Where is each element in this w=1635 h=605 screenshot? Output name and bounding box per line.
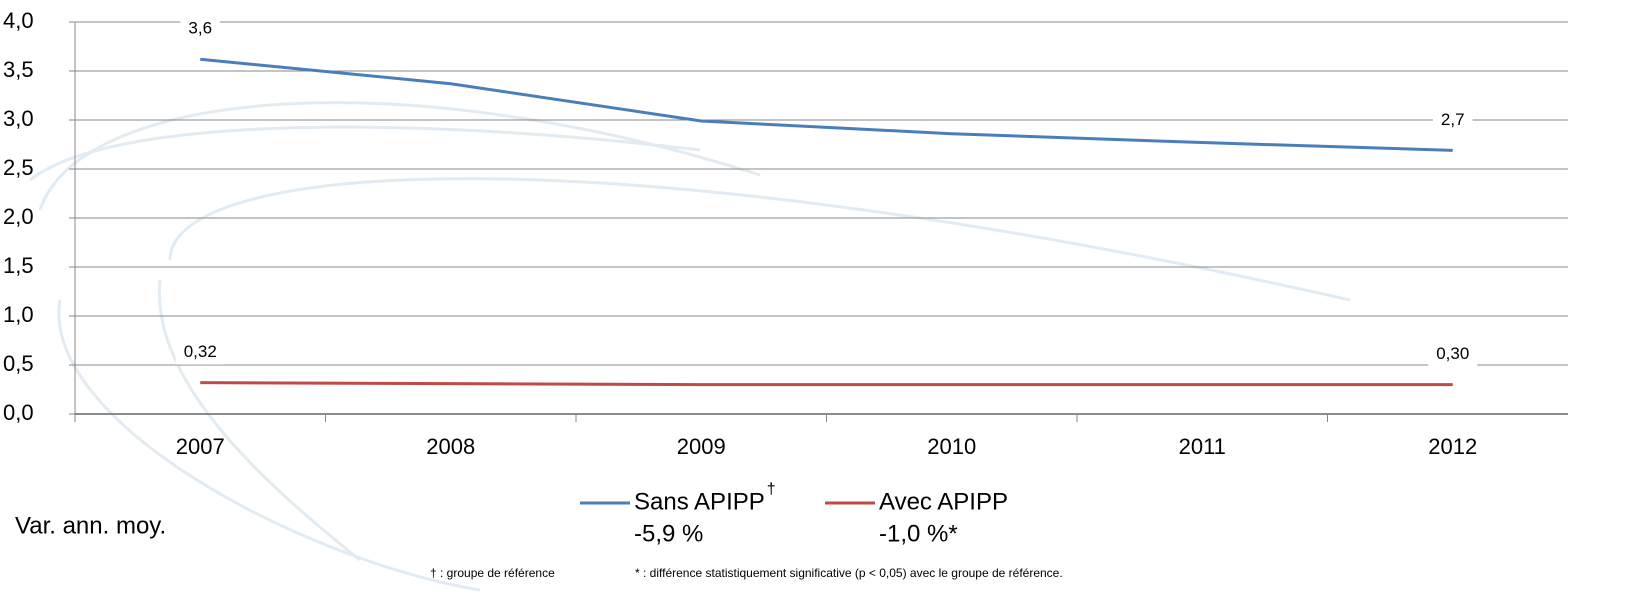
x-tick-label: 2008 (426, 434, 475, 459)
data-label: 2,7 (1441, 110, 1465, 129)
x-tick-label: 2009 (677, 434, 726, 459)
background-swirl (29, 101, 1351, 592)
data-label-bg (175, 340, 225, 365)
footnote: † : groupe de référence (430, 566, 555, 580)
y-tick-label: 1,5 (3, 253, 34, 278)
data-label-bg (180, 17, 221, 42)
y-tick-label: 2,5 (3, 155, 34, 180)
series-line (200, 57, 1453, 152)
data-label-bg (1428, 342, 1478, 367)
y-tick-label: 0,0 (3, 400, 34, 425)
change-label: Var. ann. moy. (15, 512, 166, 539)
y-tick-label: 3,5 (3, 57, 34, 82)
y-tick-label: 2,0 (3, 204, 34, 229)
legend-mark: † (767, 481, 776, 498)
data-label: 0,32 (184, 342, 217, 361)
x-tick-label: 2011 (1179, 434, 1226, 459)
x-tick-label: 2007 (176, 434, 225, 459)
x-tick-label: 2010 (927, 434, 976, 459)
x-tick-label: 2012 (1428, 434, 1477, 459)
data-label: 3,6 (188, 19, 212, 38)
y-tick-label: 1,0 (3, 302, 34, 327)
data-label: 0,30 (1436, 344, 1469, 363)
data-label-bg (1432, 108, 1473, 133)
legend-change: -1,0 %* (879, 520, 958, 547)
y-tick-label: 4,0 (3, 8, 34, 33)
y-tick-label: 3,0 (3, 106, 34, 131)
series-line (200, 381, 1453, 387)
legend-change: -5,9 % (634, 520, 703, 547)
legend-label: Avec APIPP (879, 488, 1008, 515)
footnote: * : différence statistiquement significa… (635, 566, 1063, 580)
legend-label: Sans APIPP (634, 488, 765, 515)
y-tick-label: 0,5 (3, 351, 34, 376)
